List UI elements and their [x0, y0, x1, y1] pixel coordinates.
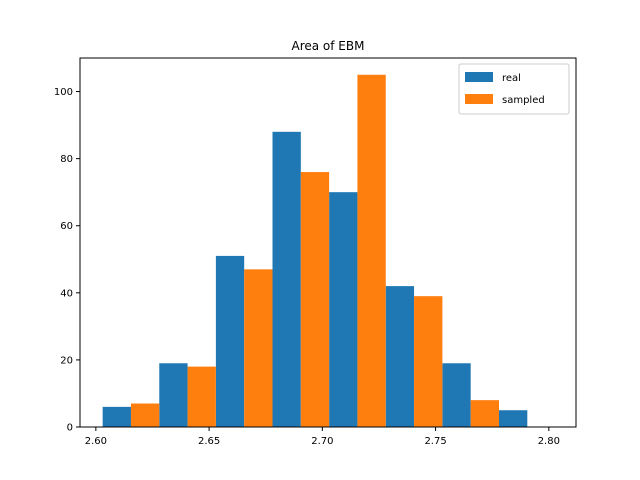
bar-sampled-3	[300, 172, 330, 427]
chart-title: Area of EBM	[292, 39, 365, 53]
bar-real-0	[102, 406, 131, 427]
axes-group: 2.60 2.65 2.70 2.75 2.80 0 20 40 60 80 100	[54, 57, 577, 447]
bar-sampled-1	[187, 366, 216, 427]
bar-real-3	[272, 131, 301, 428]
bar-real-7	[499, 410, 528, 427]
bar-real-4	[329, 192, 358, 427]
legend-swatch-sampled	[465, 94, 493, 104]
legend-box	[458, 63, 570, 115]
y-tick-label: 100	[54, 87, 73, 98]
bar-sampled-0	[130, 403, 160, 427]
y-tick-label: 20	[60, 355, 73, 366]
legend-label-sampled: sampled	[502, 95, 545, 106]
bar-sampled-2	[244, 269, 273, 427]
bar-real-1	[159, 363, 188, 427]
bar-real-2	[215, 255, 245, 427]
x-tick-label: 2.60	[85, 436, 107, 447]
legend: real sampled	[458, 63, 570, 115]
y-tick-label: 0	[67, 423, 73, 434]
x-tick-label: 2.70	[311, 436, 333, 447]
legend-label-real: real	[502, 73, 521, 84]
bars-group	[102, 74, 528, 428]
y-tick-label: 60	[60, 221, 73, 232]
x-tick-label: 2.65	[198, 436, 220, 447]
x-tick-label: 2.75	[424, 436, 446, 447]
bar-real-6	[442, 363, 471, 427]
bar-sampled-6	[470, 400, 499, 427]
bar-sampled-4	[357, 74, 386, 428]
bar-real-5	[385, 286, 415, 427]
y-tick-label: 80	[60, 154, 73, 165]
x-tick-label: 2.80	[538, 436, 560, 447]
y-tick-label: 40	[60, 288, 73, 299]
plot-frame	[79, 57, 577, 428]
legend-swatch-real	[465, 72, 493, 82]
bar-sampled-5	[414, 296, 443, 427]
